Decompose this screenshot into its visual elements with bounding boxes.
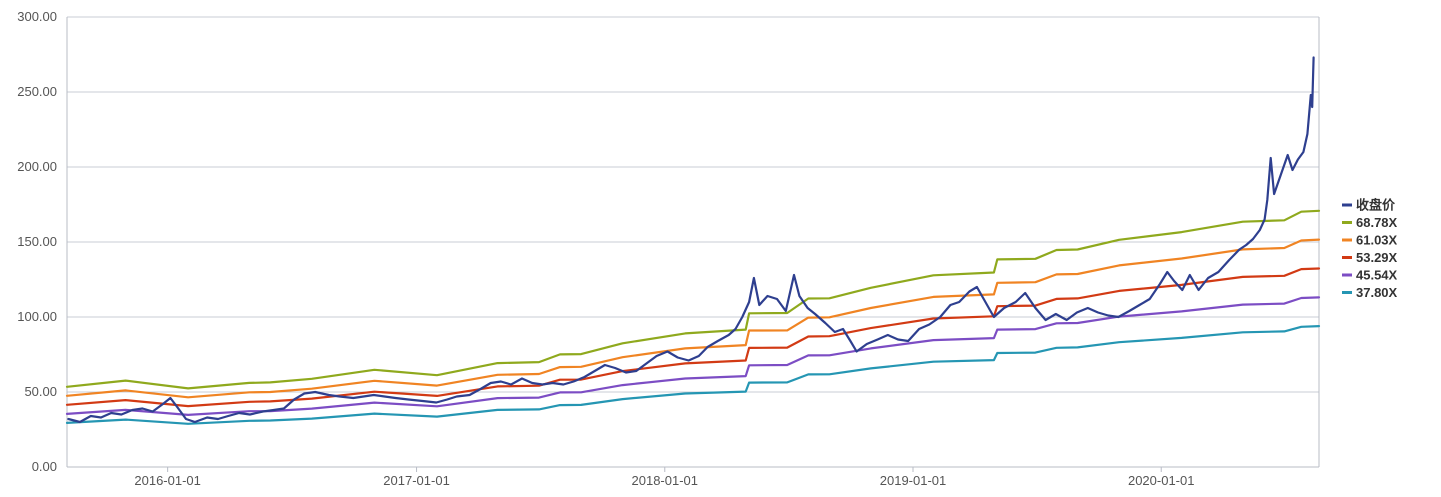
legend-label: 45.54X <box>1356 268 1398 283</box>
series-line-收盘价 <box>67 56 1315 424</box>
legend-label: 37.80X <box>1356 285 1398 300</box>
y-tick-label: 250.00 <box>17 84 57 99</box>
grid-lines <box>67 16 1319 468</box>
y-tick-label: 50.00 <box>24 384 57 399</box>
series-lines <box>65 56 1321 425</box>
legend-label: 收盘价 <box>1356 198 1396 213</box>
x-tick-label: 2020-01-01 <box>1128 473 1195 488</box>
legend: 收盘价 68.78X 61.03X 53.29X 45.54X 37.80X <box>1342 198 1398 300</box>
series-line-45.54X <box>65 296 1321 416</box>
y-tick-label: 200.00 <box>17 159 57 174</box>
x-tick-label: 2018-01-01 <box>632 473 699 488</box>
series-line-68.78X <box>65 209 1321 390</box>
legend-label: 53.29X <box>1356 250 1398 265</box>
y-tick-label: 100.00 <box>17 309 57 324</box>
legend-label: 68.78X <box>1356 215 1398 230</box>
y-tick-label: 0.00 <box>32 459 57 474</box>
legend-label: 61.03X <box>1356 233 1398 248</box>
x-tick-label: 2016-01-01 <box>134 473 201 488</box>
series-line-53.29X <box>65 267 1321 408</box>
x-tick-label: 2017-01-01 <box>383 473 450 488</box>
y-tick-label: 300.00 <box>17 9 57 24</box>
x-tick-label: 2019-01-01 <box>880 473 947 488</box>
axes: 0.00 50.00 100.00 150.00 200.00 250.00 300.00 2… <box>17 9 1320 488</box>
y-tick-label: 150.00 <box>17 234 57 249</box>
series-line-37.80X <box>65 325 1321 425</box>
series-line-61.03X <box>65 238 1321 399</box>
